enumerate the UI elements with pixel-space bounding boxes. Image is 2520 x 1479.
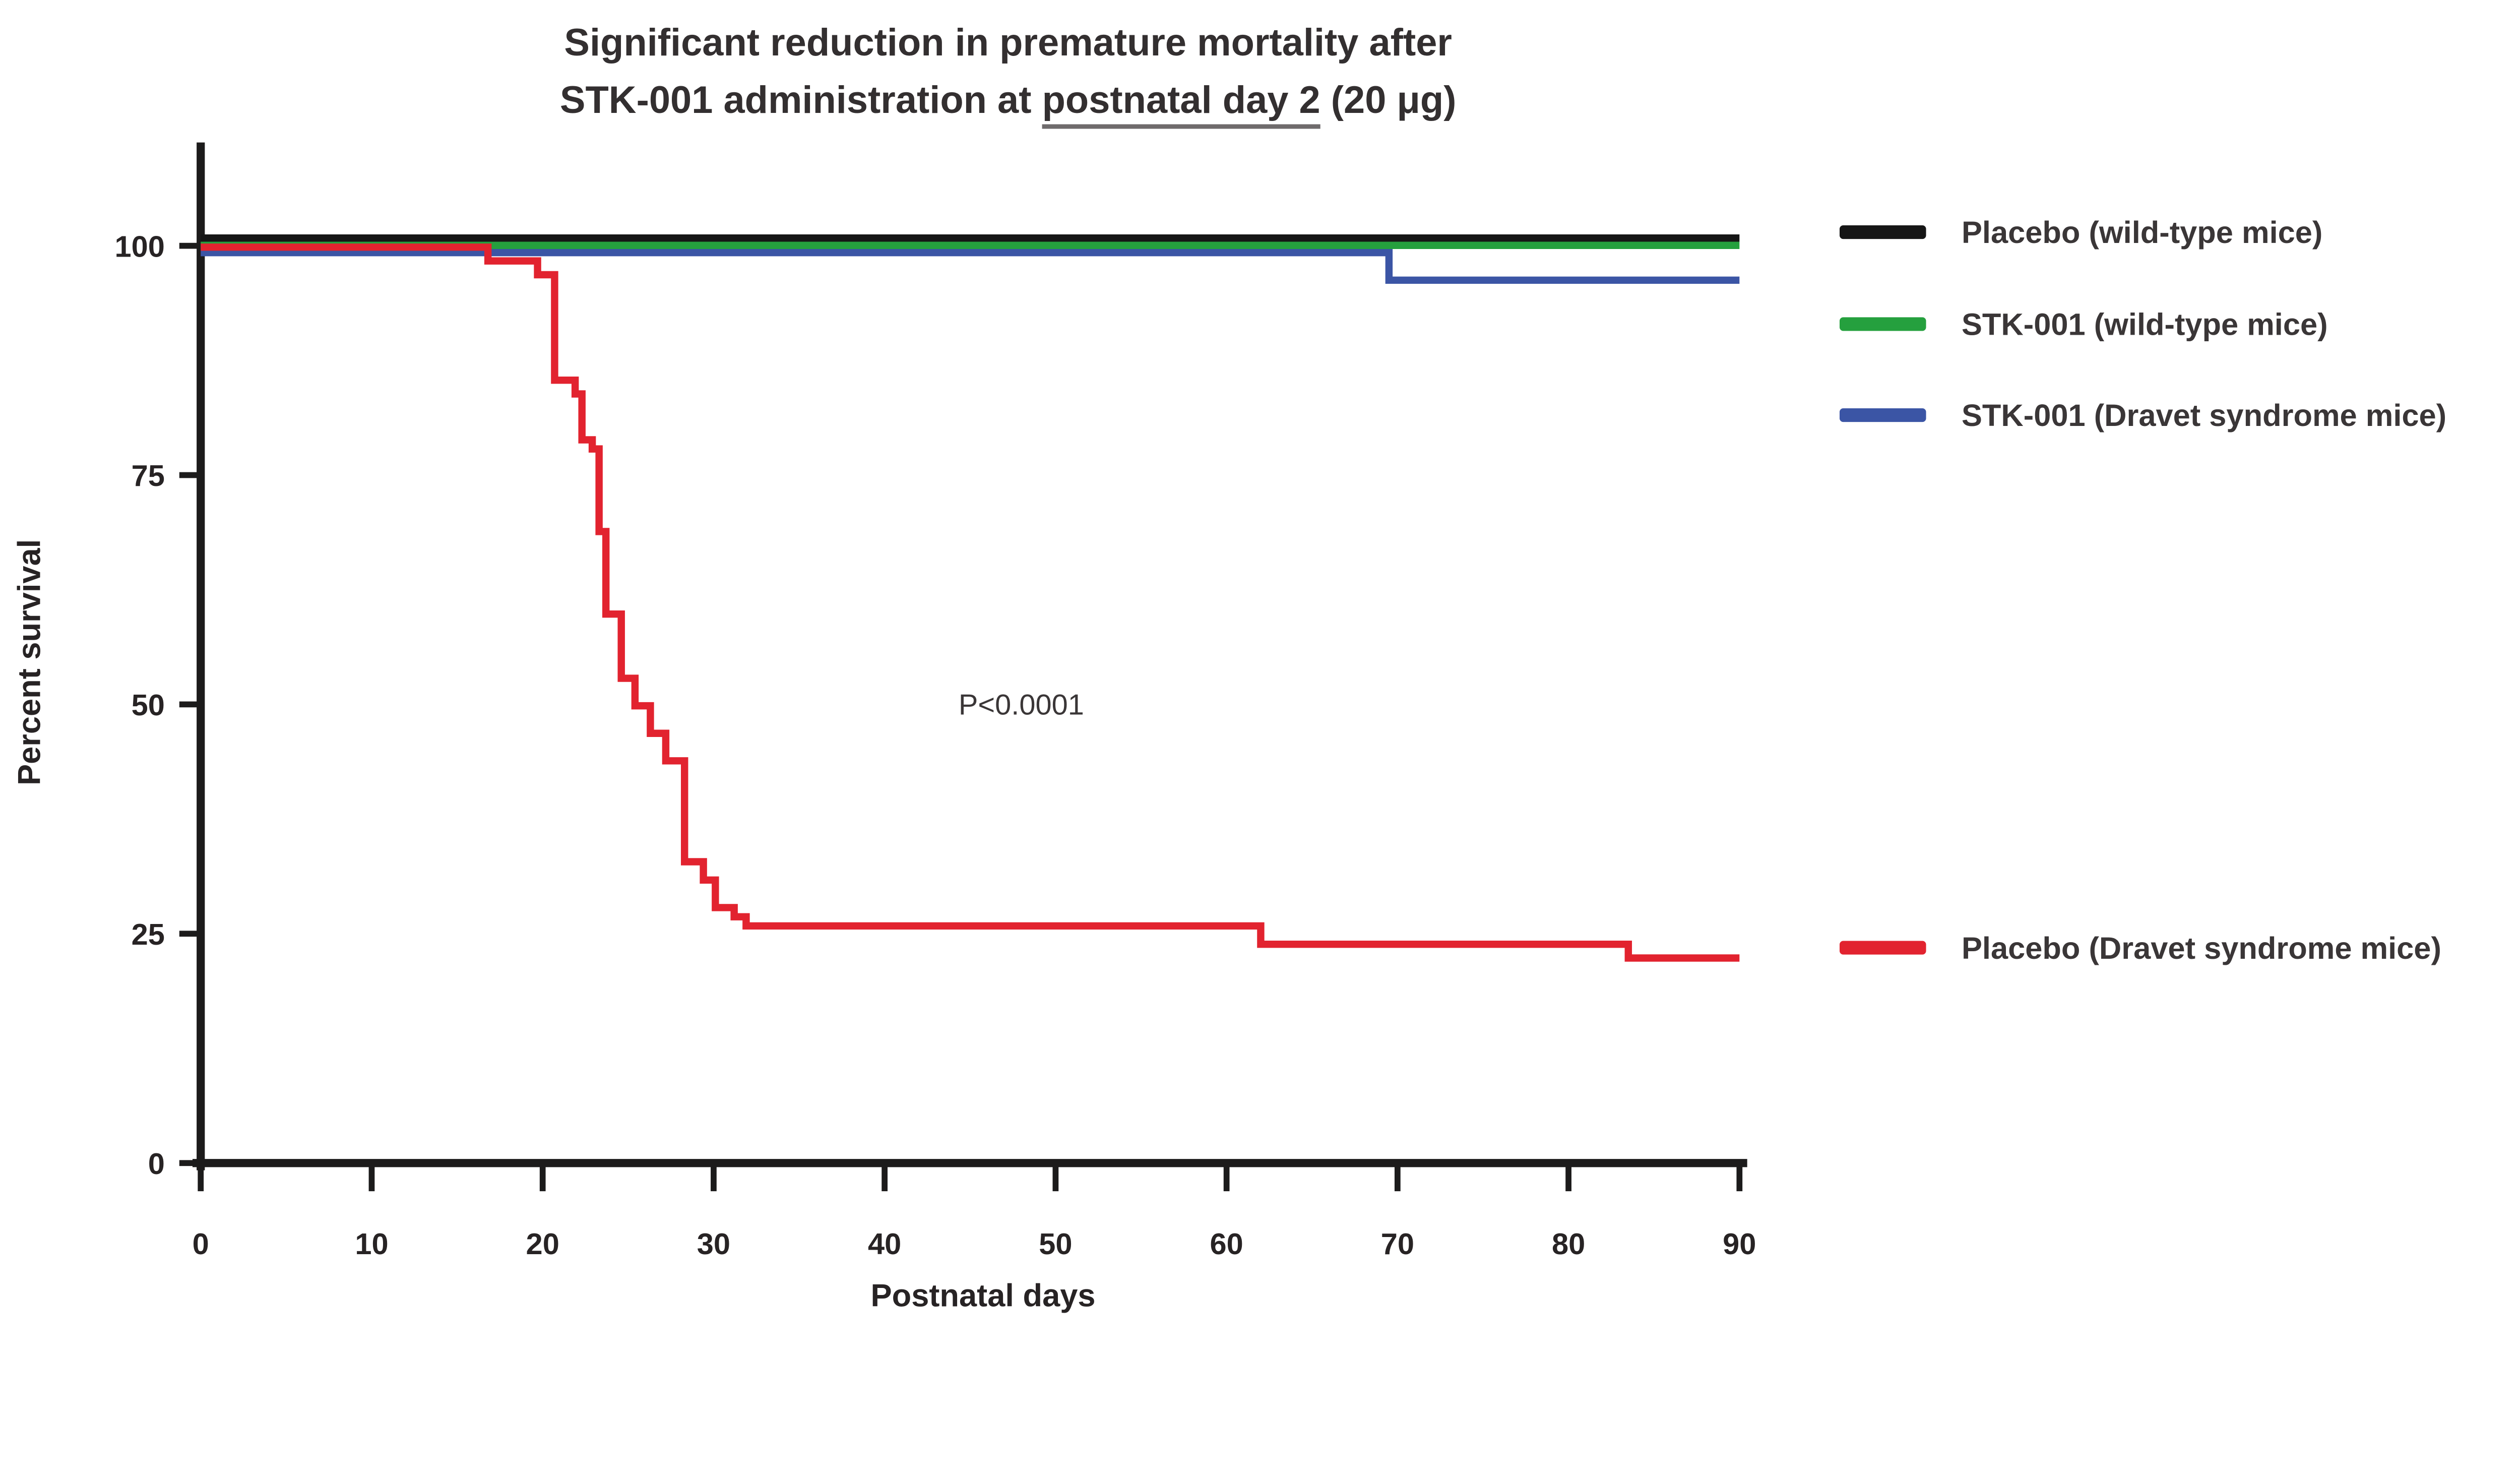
y-axis-title: Percent survival xyxy=(12,539,47,785)
y-tick-label: 25 xyxy=(132,917,165,951)
legend-swatch-stk001-wild-type xyxy=(1839,317,1926,331)
x-tick-label: 50 xyxy=(1039,1227,1072,1261)
legend-item-placebo-dravet: Placebo (Dravet syndrome mice) xyxy=(1839,931,2441,966)
x-tick-label: 90 xyxy=(1723,1227,1756,1261)
x-tick-label: 30 xyxy=(697,1227,730,1261)
chart-title: Significant reduction in premature morta… xyxy=(560,21,1457,129)
survival-chart: Significant reduction in premature morta… xyxy=(12,21,2446,1314)
legend-swatch-stk001-dravet xyxy=(1839,408,1926,422)
legend-label-stk001-wild-type: STK-001 (wild-type mice) xyxy=(1962,307,2328,342)
legend-label-placebo-dravet: Placebo (Dravet syndrome mice) xyxy=(1962,931,2441,966)
chart-title-line2-underlined: postnatal day 2 xyxy=(1042,79,1320,121)
chart-title-line2: STK-001 administration at postnatal day … xyxy=(560,79,1457,121)
legend-swatch-placebo-wild-type xyxy=(1839,225,1926,239)
y-tick-label: 50 xyxy=(132,688,165,722)
x-tick-label: 10 xyxy=(355,1227,388,1261)
legend-label-stk001-dravet: STK-001 (Dravet syndrome mice) xyxy=(1962,398,2446,433)
y-tick-label: 75 xyxy=(132,459,165,492)
x-axis-title: Postnatal days xyxy=(870,1278,1095,1314)
survival-curve-placebo-dravet xyxy=(201,243,1740,962)
p-value-annotation: P<0.0001 xyxy=(959,689,1084,721)
x-tick-label: 80 xyxy=(1552,1227,1585,1261)
legend-label-placebo-wild-type: Placebo (wild-type mice) xyxy=(1962,215,2322,250)
legend: Placebo (wild-type mice) STK-001 (wild-t… xyxy=(1839,215,2446,966)
figure-canvas: Significant reduction in premature morta… xyxy=(12,21,2447,1314)
x-tick-label: 20 xyxy=(526,1227,559,1261)
x-axis-ticks: 0 10 20 30 40 50 60 70 80 90 xyxy=(193,1163,1756,1261)
chart-title-line2-prefix: STK-001 administration at xyxy=(560,79,1042,121)
series-lines xyxy=(201,234,1740,962)
x-tick-label: 40 xyxy=(868,1227,901,1261)
x-axis: 0 10 20 30 40 50 60 70 80 90 Postnatal days xyxy=(193,1159,1756,1314)
legend-item-placebo-wild-type: Placebo (wild-type mice) xyxy=(1839,215,2322,250)
y-axis-ticks: 0 25 50 75 100 xyxy=(114,229,201,1181)
x-tick-label: 70 xyxy=(1381,1227,1414,1261)
x-tick-label: 0 xyxy=(193,1227,209,1261)
y-tick-label: 100 xyxy=(114,229,164,263)
legend-item-stk001-wild-type: STK-001 (wild-type mice) xyxy=(1839,307,2328,342)
y-tick-label: 0 xyxy=(148,1147,165,1181)
legend-swatch-placebo-dravet xyxy=(1839,941,1926,955)
legend-item-stk001-dravet: STK-001 (Dravet syndrome mice) xyxy=(1839,398,2446,433)
chart-title-line1: Significant reduction in premature morta… xyxy=(564,21,1452,64)
survival-curve-stk001-dravet xyxy=(201,249,1740,284)
y-axis: 0 25 50 75 100 Percent survival xyxy=(12,142,205,1181)
chart-title-line2-suffix: (20 μg) xyxy=(1320,79,1457,121)
x-tick-label: 60 xyxy=(1210,1227,1243,1261)
